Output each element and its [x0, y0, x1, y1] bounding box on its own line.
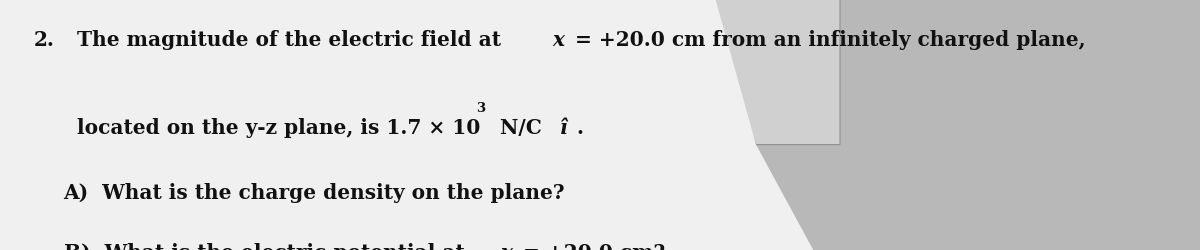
Text: A)  What is the charge density on the plane?: A) What is the charge density on the pla… — [64, 182, 565, 203]
Text: 3: 3 — [476, 101, 486, 114]
Text: located on the y-z plane, is 1.7 × 10: located on the y-z plane, is 1.7 × 10 — [77, 118, 480, 138]
Text: N/C: N/C — [493, 118, 548, 138]
Polygon shape — [714, 0, 840, 145]
Text: = +20.0 cm from an infinitely charged plane,: = +20.0 cm from an infinitely charged pl… — [568, 30, 1085, 50]
Text: = +20.0 cm?: = +20.0 cm? — [516, 242, 665, 250]
Polygon shape — [0, 0, 816, 250]
Text: The magnitude of the electric field at: The magnitude of the electric field at — [77, 30, 508, 50]
Polygon shape — [648, 0, 1200, 250]
Text: .: . — [576, 118, 583, 138]
Text: x: x — [500, 242, 512, 250]
Text: 2.: 2. — [34, 30, 54, 50]
Text: î: î — [559, 118, 566, 138]
Text: B)  What is the electric potential at: B) What is the electric potential at — [64, 242, 472, 250]
Text: x: x — [552, 30, 564, 50]
